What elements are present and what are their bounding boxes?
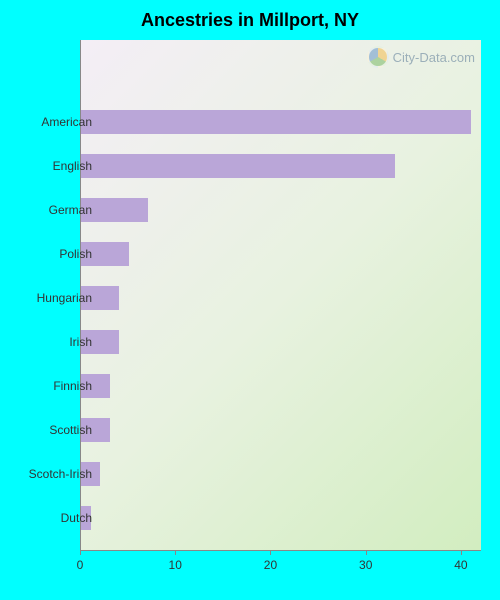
chart-title: Ancestries in Millport, NY — [0, 0, 500, 36]
chart-container: City-Data.com — [80, 40, 480, 570]
x-axis-label: 0 — [77, 558, 84, 572]
y-axis-label: American — [22, 115, 92, 129]
y-axis-label: Dutch — [22, 511, 92, 525]
y-axis-label: German — [22, 203, 92, 217]
y-axis-label: Hungarian — [22, 291, 92, 305]
x-axis-tick — [461, 550, 462, 555]
x-axis-label: 40 — [454, 558, 467, 572]
x-axis-label: 30 — [359, 558, 372, 572]
x-axis-tick — [270, 550, 271, 555]
x-axis-tick — [366, 550, 367, 555]
y-axis-label: Finnish — [22, 379, 92, 393]
x-axis-tick — [80, 550, 81, 555]
y-axis-label: Irish — [22, 335, 92, 349]
x-axis-label: 20 — [264, 558, 277, 572]
y-axis-label: Scottish — [22, 423, 92, 437]
bar — [81, 110, 471, 134]
pie-icon — [367, 46, 389, 68]
bar — [81, 154, 395, 178]
watermark-text: City-Data.com — [393, 50, 475, 65]
x-axis-label: 10 — [169, 558, 182, 572]
y-axis-label: Scotch-Irish — [22, 467, 92, 481]
y-axis-label: English — [22, 159, 92, 173]
x-axis-tick — [175, 550, 176, 555]
plot-area: City-Data.com — [80, 40, 481, 551]
watermark: City-Data.com — [367, 46, 475, 68]
y-axis-label: Polish — [22, 247, 92, 261]
